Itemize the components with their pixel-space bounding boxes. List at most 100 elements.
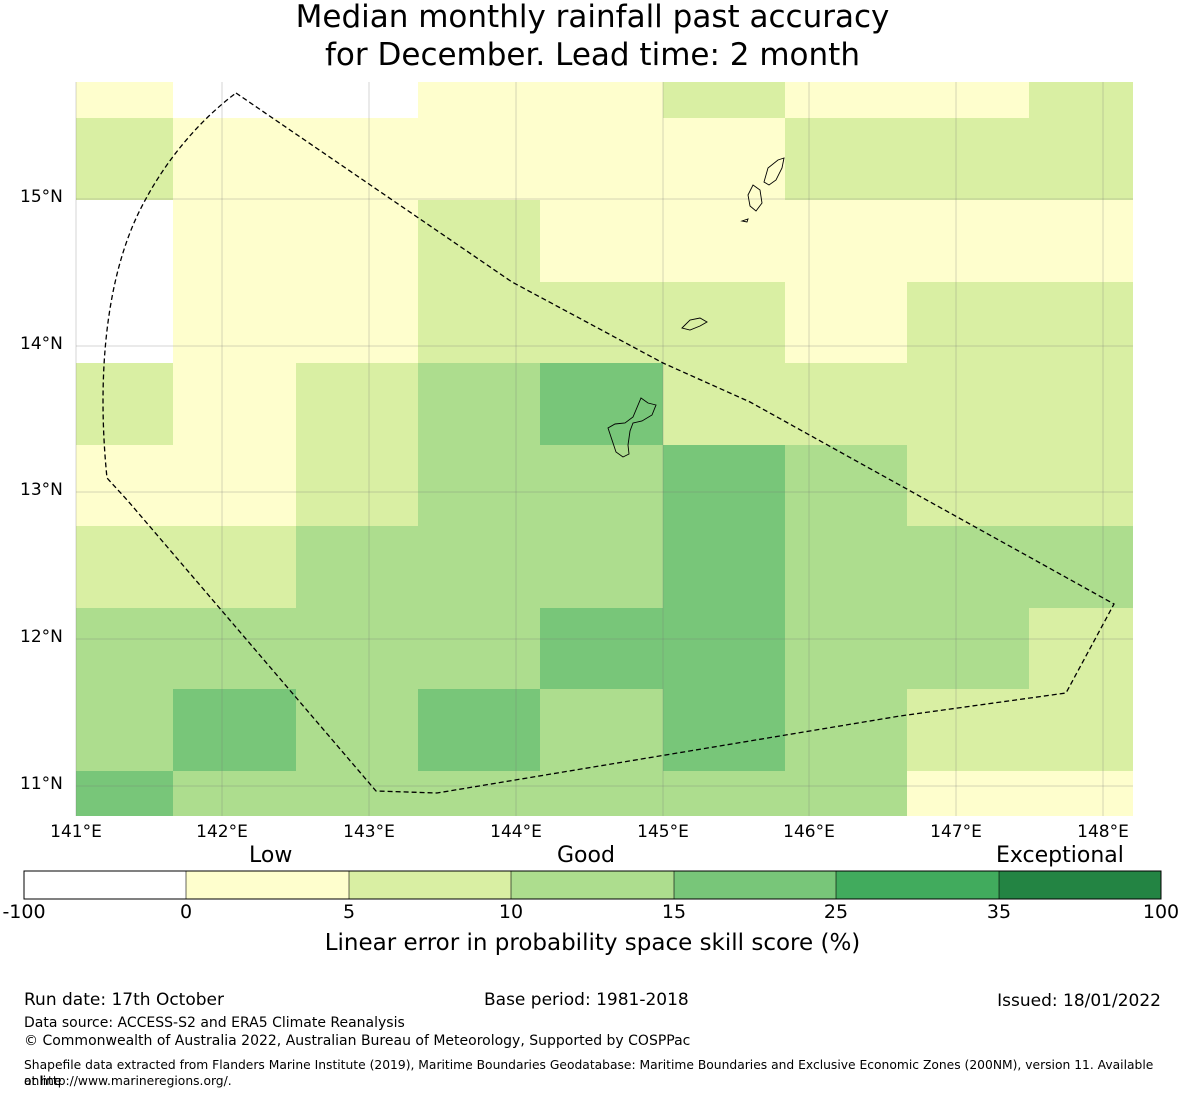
grid-cell <box>663 363 1133 445</box>
grid-cell <box>663 526 785 608</box>
shapefile-credit-line-2: at http://www.marineregions.org/. <box>24 1074 232 1088</box>
grid-cell <box>785 445 907 526</box>
colorbar <box>23 870 1162 900</box>
grid-cell <box>296 689 418 771</box>
grid-cell <box>76 445 296 526</box>
grid-cell <box>663 689 785 771</box>
colorbar-tick-label: 100 <box>1142 901 1180 923</box>
island-guam <box>607 397 657 458</box>
category-label-good: Good <box>557 843 615 868</box>
grid-cell <box>296 526 663 608</box>
grid-cell <box>540 363 663 445</box>
grid-cell <box>418 363 540 445</box>
colorbar-tick-label: 35 <box>986 901 1012 923</box>
category-label-exceptional: Exceptional <box>996 843 1124 868</box>
grid-cell <box>76 526 296 608</box>
grid-cell <box>785 118 1133 200</box>
island-saipan <box>763 157 785 186</box>
grid-cell <box>907 771 1133 816</box>
grid-cell <box>663 82 785 118</box>
data-source: Data source: ACCESS-S2 and ERA5 Climate … <box>24 1015 405 1031</box>
grid-cell <box>785 526 1133 608</box>
grid-cell <box>296 445 418 526</box>
island-outlines <box>607 157 785 458</box>
grid-cell <box>540 608 785 689</box>
colorbar-tick-label: 25 <box>823 901 849 923</box>
skill-grid <box>76 82 1133 816</box>
graticule <box>75 82 1133 816</box>
grid-cell <box>76 363 173 445</box>
colorbar-segment <box>186 871 349 899</box>
colorbar-tick-label: -100 <box>2 901 46 923</box>
longitude-label: 147°E <box>930 822 982 842</box>
colorbar-tick-label: 0 <box>179 901 193 923</box>
colorbar-tick-label: 15 <box>661 901 687 923</box>
longitude-label: 141°E <box>50 822 102 842</box>
grid-cell <box>76 118 173 200</box>
colorbar-segment <box>511 871 674 899</box>
colorbar-segment <box>674 871 836 899</box>
map-title-line-1: Median monthly rainfall past accuracy <box>295 0 890 35</box>
grid-cell <box>76 608 540 689</box>
grid-cell <box>173 282 418 363</box>
grid-cell <box>785 82 1029 118</box>
latitude-label: 14°N <box>20 334 63 354</box>
category-label-low: Low <box>249 843 293 868</box>
latitude-label: 12°N <box>20 627 63 647</box>
colorbar-segment <box>349 871 511 899</box>
grid-cell <box>76 689 173 771</box>
base-period: Base period: 1981-2018 <box>484 990 689 1010</box>
run-date: Run date: 17th October <box>24 990 224 1010</box>
grid-cell <box>785 282 907 363</box>
issued-date: Issued: 18/01/2022 <box>997 991 1161 1011</box>
island-tinian <box>747 184 763 212</box>
grid-cell <box>418 689 540 771</box>
latitude-label: 13°N <box>20 480 63 500</box>
colorbar-tick-label: 5 <box>342 901 356 923</box>
grid-cell <box>76 771 173 816</box>
grid-cell <box>173 363 296 445</box>
grid-cell <box>173 200 418 282</box>
map-title-line-2: for December. Lead time: 2 month <box>325 37 860 73</box>
grid-cell <box>76 82 173 118</box>
longitude-label: 145°E <box>637 822 689 842</box>
grid-cell <box>540 200 1133 282</box>
colorbar-tick-label: 10 <box>498 901 524 923</box>
grid-cell <box>785 689 907 771</box>
longitude-label: 148°E <box>1077 822 1129 842</box>
longitude-label: 144°E <box>490 822 542 842</box>
colorbar-title: Linear error in probability space skill … <box>324 930 861 956</box>
longitude-label: 143°E <box>343 822 395 842</box>
grid-cell <box>76 200 173 282</box>
grid-cell <box>907 445 1133 526</box>
grid-cell <box>907 282 1133 363</box>
grid-cell <box>907 689 1133 771</box>
grid-cell <box>418 82 663 118</box>
colorbar-segment <box>24 871 186 899</box>
grid-cell <box>173 689 296 771</box>
longitude-label: 142°E <box>196 822 248 842</box>
grid-cell <box>173 118 785 200</box>
grid-cell <box>76 282 173 363</box>
eez-boundary <box>102 92 1115 794</box>
copyright-notice: © Commonwealth of Australia 2022, Austra… <box>24 1033 691 1049</box>
colorbar-segment <box>836 871 999 899</box>
latitude-label: 11°N <box>20 774 63 794</box>
grid-cell <box>418 445 663 526</box>
shapefile-credit-line-1: Shapefile data extracted from Flanders M… <box>24 1058 1154 1088</box>
grid-cell <box>540 689 663 771</box>
island-rota <box>681 317 708 331</box>
latitude-label: 15°N <box>20 187 63 207</box>
grid-cell <box>418 200 540 282</box>
grid-cell <box>173 771 907 816</box>
longitude-label: 146°E <box>783 822 835 842</box>
grid-cell <box>1029 82 1133 118</box>
colorbar-segment <box>999 871 1161 899</box>
grid-cell <box>173 82 418 118</box>
grid-cell <box>418 282 785 363</box>
grid-cell <box>785 608 1029 689</box>
grid-cell <box>1029 608 1133 689</box>
island-aguijan <box>740 218 749 223</box>
grid-cell <box>663 445 785 526</box>
